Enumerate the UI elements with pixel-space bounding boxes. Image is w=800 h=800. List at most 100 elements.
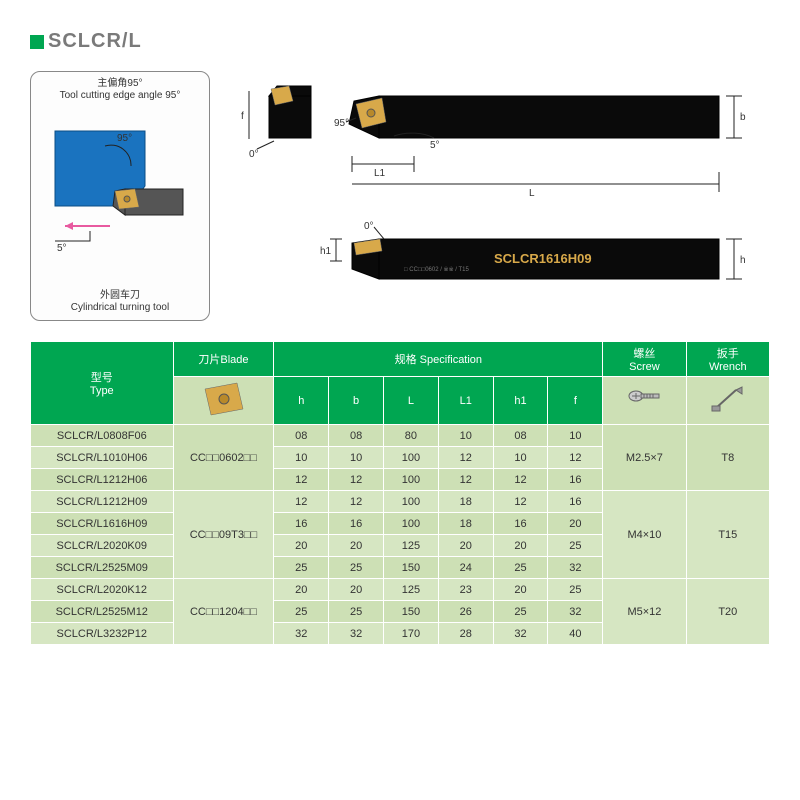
cell-f: 32 [548, 601, 603, 623]
cell-type: SCLCR/L2020K12 [31, 579, 174, 601]
screw-icon [624, 384, 664, 414]
cell-L1: 12 [438, 469, 493, 491]
cell-wrench: T20 [686, 579, 769, 645]
page-title: SCLCR/L [48, 30, 142, 53]
cell-b: 12 [329, 491, 384, 513]
cell-blade: CC□□09T3□□ [173, 491, 274, 579]
cell-wrench: T8 [686, 425, 769, 491]
cell-h: 12 [274, 491, 329, 513]
cell-b: 08 [329, 425, 384, 447]
cell-type: SCLCR/L1010H06 [31, 447, 174, 469]
cell-h: 25 [274, 557, 329, 579]
blade-icon-cell [173, 377, 274, 425]
cell-h1: 25 [493, 557, 548, 579]
cell-type: SCLCR/L1212H09 [31, 491, 174, 513]
hdr-L1: L1 [438, 377, 493, 425]
cell-h1: 12 [493, 469, 548, 491]
svg-text:5°: 5° [57, 243, 67, 254]
page-title-row: SCLCR/L [30, 30, 770, 53]
cell-f: 32 [548, 557, 603, 579]
cell-h: 20 [274, 535, 329, 557]
schematic-panel: 主偏角95° Tool cutting edge angle 95° 95° [30, 71, 210, 321]
cell-type: SCLCR/L0808F06 [31, 425, 174, 447]
cell-type: SCLCR/L1616H09 [31, 513, 174, 535]
cell-blade: CC□□1204□□ [173, 579, 274, 645]
cell-L1: 18 [438, 513, 493, 535]
cell-h1: 32 [493, 623, 548, 645]
spec-table-wrap: 型号Type 刀片Blade 规格 Specification 螺丝Screw … [30, 341, 770, 645]
svg-text:h1: h1 [320, 246, 332, 257]
cell-h: 20 [274, 579, 329, 601]
svg-text:95°: 95° [334, 118, 349, 129]
wrench-icon-cell [686, 377, 769, 425]
cell-type: SCLCR/L2525M12 [31, 601, 174, 623]
cell-screw: M5×12 [603, 579, 686, 645]
cell-L: 100 [384, 469, 439, 491]
cell-L: 100 [384, 447, 439, 469]
cell-screw: M4×10 [603, 491, 686, 579]
svg-text:0°: 0° [249, 149, 259, 160]
svg-text:L: L [529, 188, 535, 199]
cell-type: SCLCR/L2020K09 [31, 535, 174, 557]
cell-screw: M2.5×7 [603, 425, 686, 491]
schematic-bottom-label: 外圆车刀 Cylindrical turning tool [71, 290, 169, 314]
cell-f: 20 [548, 513, 603, 535]
cell-h: 25 [274, 601, 329, 623]
cell-h1: 20 [493, 579, 548, 601]
hdr-f: f [548, 377, 603, 425]
cell-f: 25 [548, 535, 603, 557]
blade-icon [197, 379, 249, 419]
cell-type: SCLCR/L2525M09 [31, 557, 174, 579]
hdr-L: L [384, 377, 439, 425]
cell-h1: 08 [493, 425, 548, 447]
svg-text:□ CC□□0602 / ※※ / T15: □ CC□□0602 / ※※ / T15 [404, 266, 470, 273]
hdr-blade: 刀片Blade [173, 342, 274, 377]
cell-h1: 10 [493, 447, 548, 469]
cell-f: 40 [548, 623, 603, 645]
svg-text:b: b [740, 112, 746, 123]
cell-h: 16 [274, 513, 329, 535]
svg-text:h: h [740, 255, 746, 266]
svg-text:5°: 5° [430, 140, 440, 151]
cell-L: 100 [384, 513, 439, 535]
cell-L1: 26 [438, 601, 493, 623]
spec-table-body: SCLCR/L0808F06CC□□0602□□080880100810M2.5… [31, 425, 770, 645]
svg-text:L1: L1 [374, 168, 386, 179]
spec-table: 型号Type 刀片Blade 规格 Specification 螺丝Screw … [30, 341, 770, 645]
cell-wrench: T15 [686, 491, 769, 579]
cell-h1: 16 [493, 513, 548, 535]
hdr-wrench: 扳手Wrench [686, 342, 769, 377]
cell-b: 25 [329, 601, 384, 623]
cell-L1: 20 [438, 535, 493, 557]
hdr-type: 型号Type [31, 342, 174, 425]
cell-L1: 12 [438, 447, 493, 469]
cell-type: SCLCR/L1212H06 [31, 469, 174, 491]
cell-h: 10 [274, 447, 329, 469]
hdr-spec: 规格 Specification [274, 342, 603, 377]
cell-h: 32 [274, 623, 329, 645]
cell-L: 150 [384, 557, 439, 579]
cell-L1: 18 [438, 491, 493, 513]
screw-icon-cell [603, 377, 686, 425]
cell-h: 08 [274, 425, 329, 447]
cell-f: 16 [548, 469, 603, 491]
cell-L: 125 [384, 535, 439, 557]
cell-L: 100 [384, 491, 439, 513]
cell-L: 150 [384, 601, 439, 623]
cell-b: 16 [329, 513, 384, 535]
cell-L1: 10 [438, 425, 493, 447]
cell-L: 80 [384, 425, 439, 447]
cell-f: 12 [548, 447, 603, 469]
schematic-top-label-en: Tool cutting edge angle 95° [60, 90, 181, 101]
wrench-icon [708, 384, 748, 414]
cell-b: 20 [329, 535, 384, 557]
cell-L1: 24 [438, 557, 493, 579]
cell-L: 125 [384, 579, 439, 601]
title-bullet [30, 35, 44, 49]
cell-b: 32 [329, 623, 384, 645]
schematic-top-label: 主偏角95° Tool cutting edge angle 95° [60, 78, 181, 102]
table-row: SCLCR/L0808F06CC□□0602□□080880100810M2.5… [31, 425, 770, 447]
cell-b: 10 [329, 447, 384, 469]
hdr-screw: 螺丝Screw [603, 342, 686, 377]
cell-h1: 12 [493, 491, 548, 513]
